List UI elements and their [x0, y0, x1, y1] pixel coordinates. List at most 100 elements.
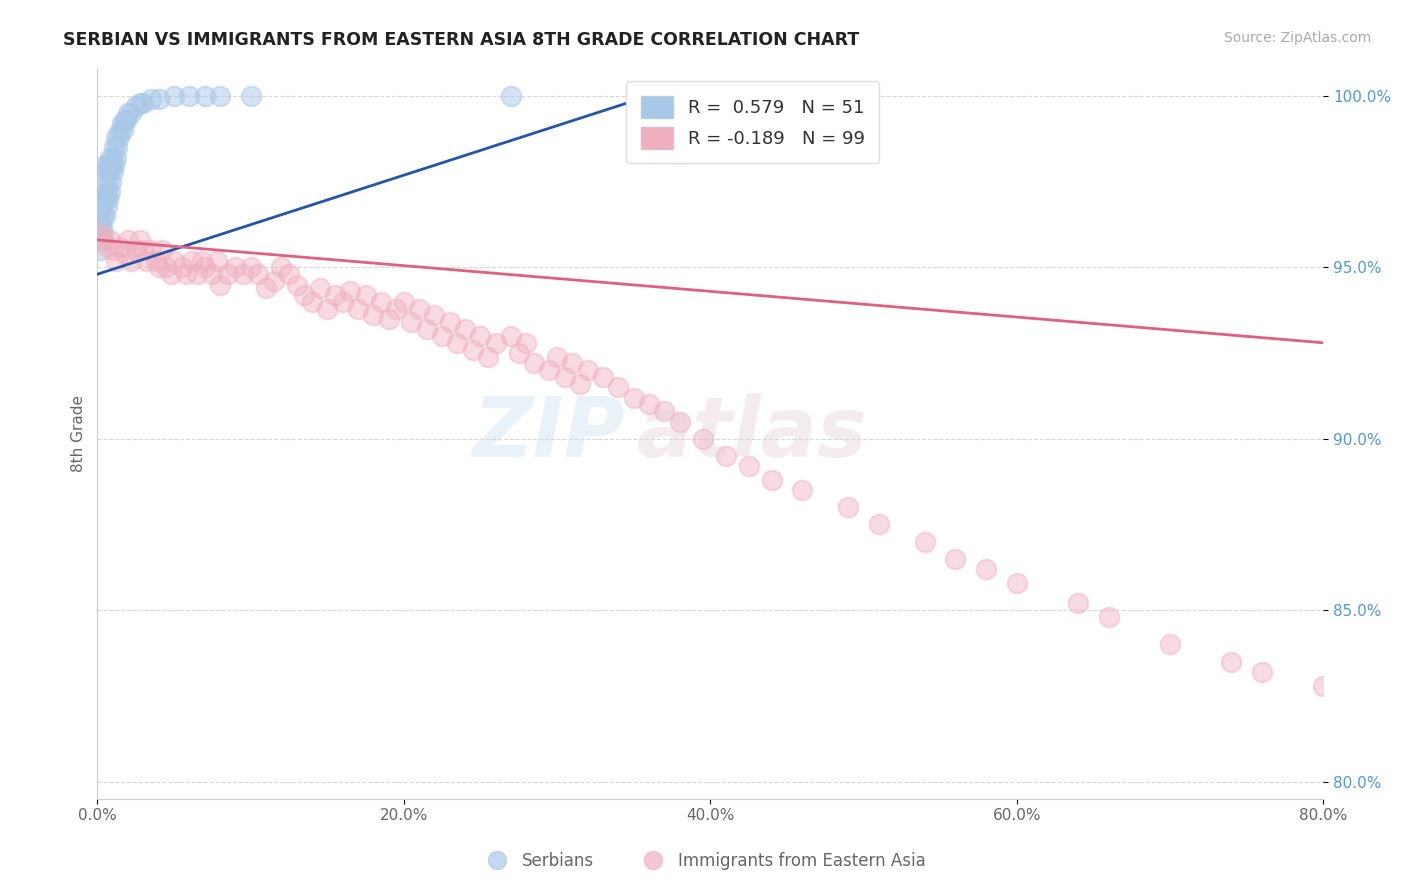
Point: [354, 287, 377, 301]
Point: [914, 534, 936, 549]
Point: [100, 175, 122, 189]
Point: [361, 309, 384, 323]
Point: [96, 199, 118, 213]
Point: [254, 281, 277, 295]
Point: [339, 285, 361, 299]
Point: [89, 209, 111, 223]
Point: [155, 260, 177, 275]
Point: [470, 329, 492, 343]
Point: [98, 185, 121, 199]
Point: [385, 301, 408, 316]
Point: [104, 253, 127, 268]
Point: [111, 116, 134, 130]
Point: [117, 233, 139, 247]
Point: [91, 219, 114, 234]
Point: [837, 500, 859, 515]
Point: [163, 89, 186, 103]
Point: [508, 346, 530, 360]
Point: [607, 380, 630, 394]
Point: [974, 562, 997, 576]
Point: [538, 363, 561, 377]
Point: [316, 301, 339, 316]
Point: [247, 267, 270, 281]
Text: ZIP: ZIP: [472, 393, 624, 475]
Point: [277, 267, 299, 281]
Point: [561, 356, 583, 370]
Point: [148, 260, 170, 275]
Point: [301, 294, 323, 309]
Point: [97, 175, 120, 189]
Point: [96, 240, 118, 254]
Legend: Serbians, Immigrants from Eastern Asia: Serbians, Immigrants from Eastern Asia: [474, 846, 932, 877]
Point: [124, 244, 146, 258]
Point: [423, 309, 446, 323]
Point: [114, 246, 136, 260]
Point: [515, 335, 537, 350]
Point: [569, 376, 592, 391]
Point: [1067, 596, 1090, 610]
Point: [270, 260, 292, 275]
Point: [347, 301, 370, 316]
Point: [194, 89, 217, 103]
Point: [129, 95, 152, 110]
Point: [239, 89, 262, 103]
Point: [110, 123, 132, 137]
Point: [224, 260, 246, 275]
Point: [107, 130, 129, 145]
Point: [150, 244, 173, 258]
Point: [308, 281, 330, 295]
Point: [120, 253, 142, 268]
Point: [91, 199, 114, 213]
Point: [93, 226, 115, 240]
Point: [232, 267, 254, 281]
Point: [485, 335, 508, 350]
Point: [292, 287, 315, 301]
Point: [1312, 679, 1334, 693]
Point: [217, 267, 239, 281]
Point: [96, 185, 118, 199]
Point: [714, 449, 737, 463]
Point: [160, 267, 183, 281]
Point: [737, 459, 759, 474]
Text: atlas: atlas: [637, 393, 868, 475]
Point: [93, 192, 115, 206]
Point: [1098, 610, 1121, 624]
Point: [654, 404, 676, 418]
Point: [592, 370, 614, 384]
Point: [105, 140, 128, 154]
Point: [1251, 665, 1274, 679]
Point: [408, 301, 430, 316]
Point: [439, 315, 461, 329]
Point: [94, 192, 117, 206]
Point: [179, 89, 201, 103]
Text: Source: ZipAtlas.com: Source: ZipAtlas.com: [1223, 31, 1371, 45]
Point: [115, 112, 138, 127]
Point: [89, 244, 111, 258]
Point: [1220, 655, 1243, 669]
Point: [638, 89, 661, 103]
Point: [89, 226, 111, 240]
Point: [668, 415, 690, 429]
Point: [120, 106, 142, 120]
Point: [94, 157, 117, 171]
Point: [194, 260, 217, 275]
Point: [139, 92, 162, 106]
Point: [98, 233, 121, 247]
Legend: R =  0.579   N = 51, R = -0.189   N = 99: R = 0.579 N = 51, R = -0.189 N = 99: [626, 81, 879, 163]
Point: [101, 244, 124, 258]
Point: [692, 432, 714, 446]
Point: [792, 483, 814, 498]
Point: [205, 253, 228, 268]
Point: [285, 277, 308, 292]
Point: [96, 164, 118, 178]
Point: [97, 192, 120, 206]
Point: [181, 253, 204, 268]
Point: [501, 329, 523, 343]
Point: [94, 175, 117, 189]
Point: [93, 233, 115, 247]
Point: [638, 397, 661, 411]
Point: [576, 363, 599, 377]
Point: [501, 89, 523, 103]
Point: [110, 240, 132, 254]
Point: [103, 140, 125, 154]
